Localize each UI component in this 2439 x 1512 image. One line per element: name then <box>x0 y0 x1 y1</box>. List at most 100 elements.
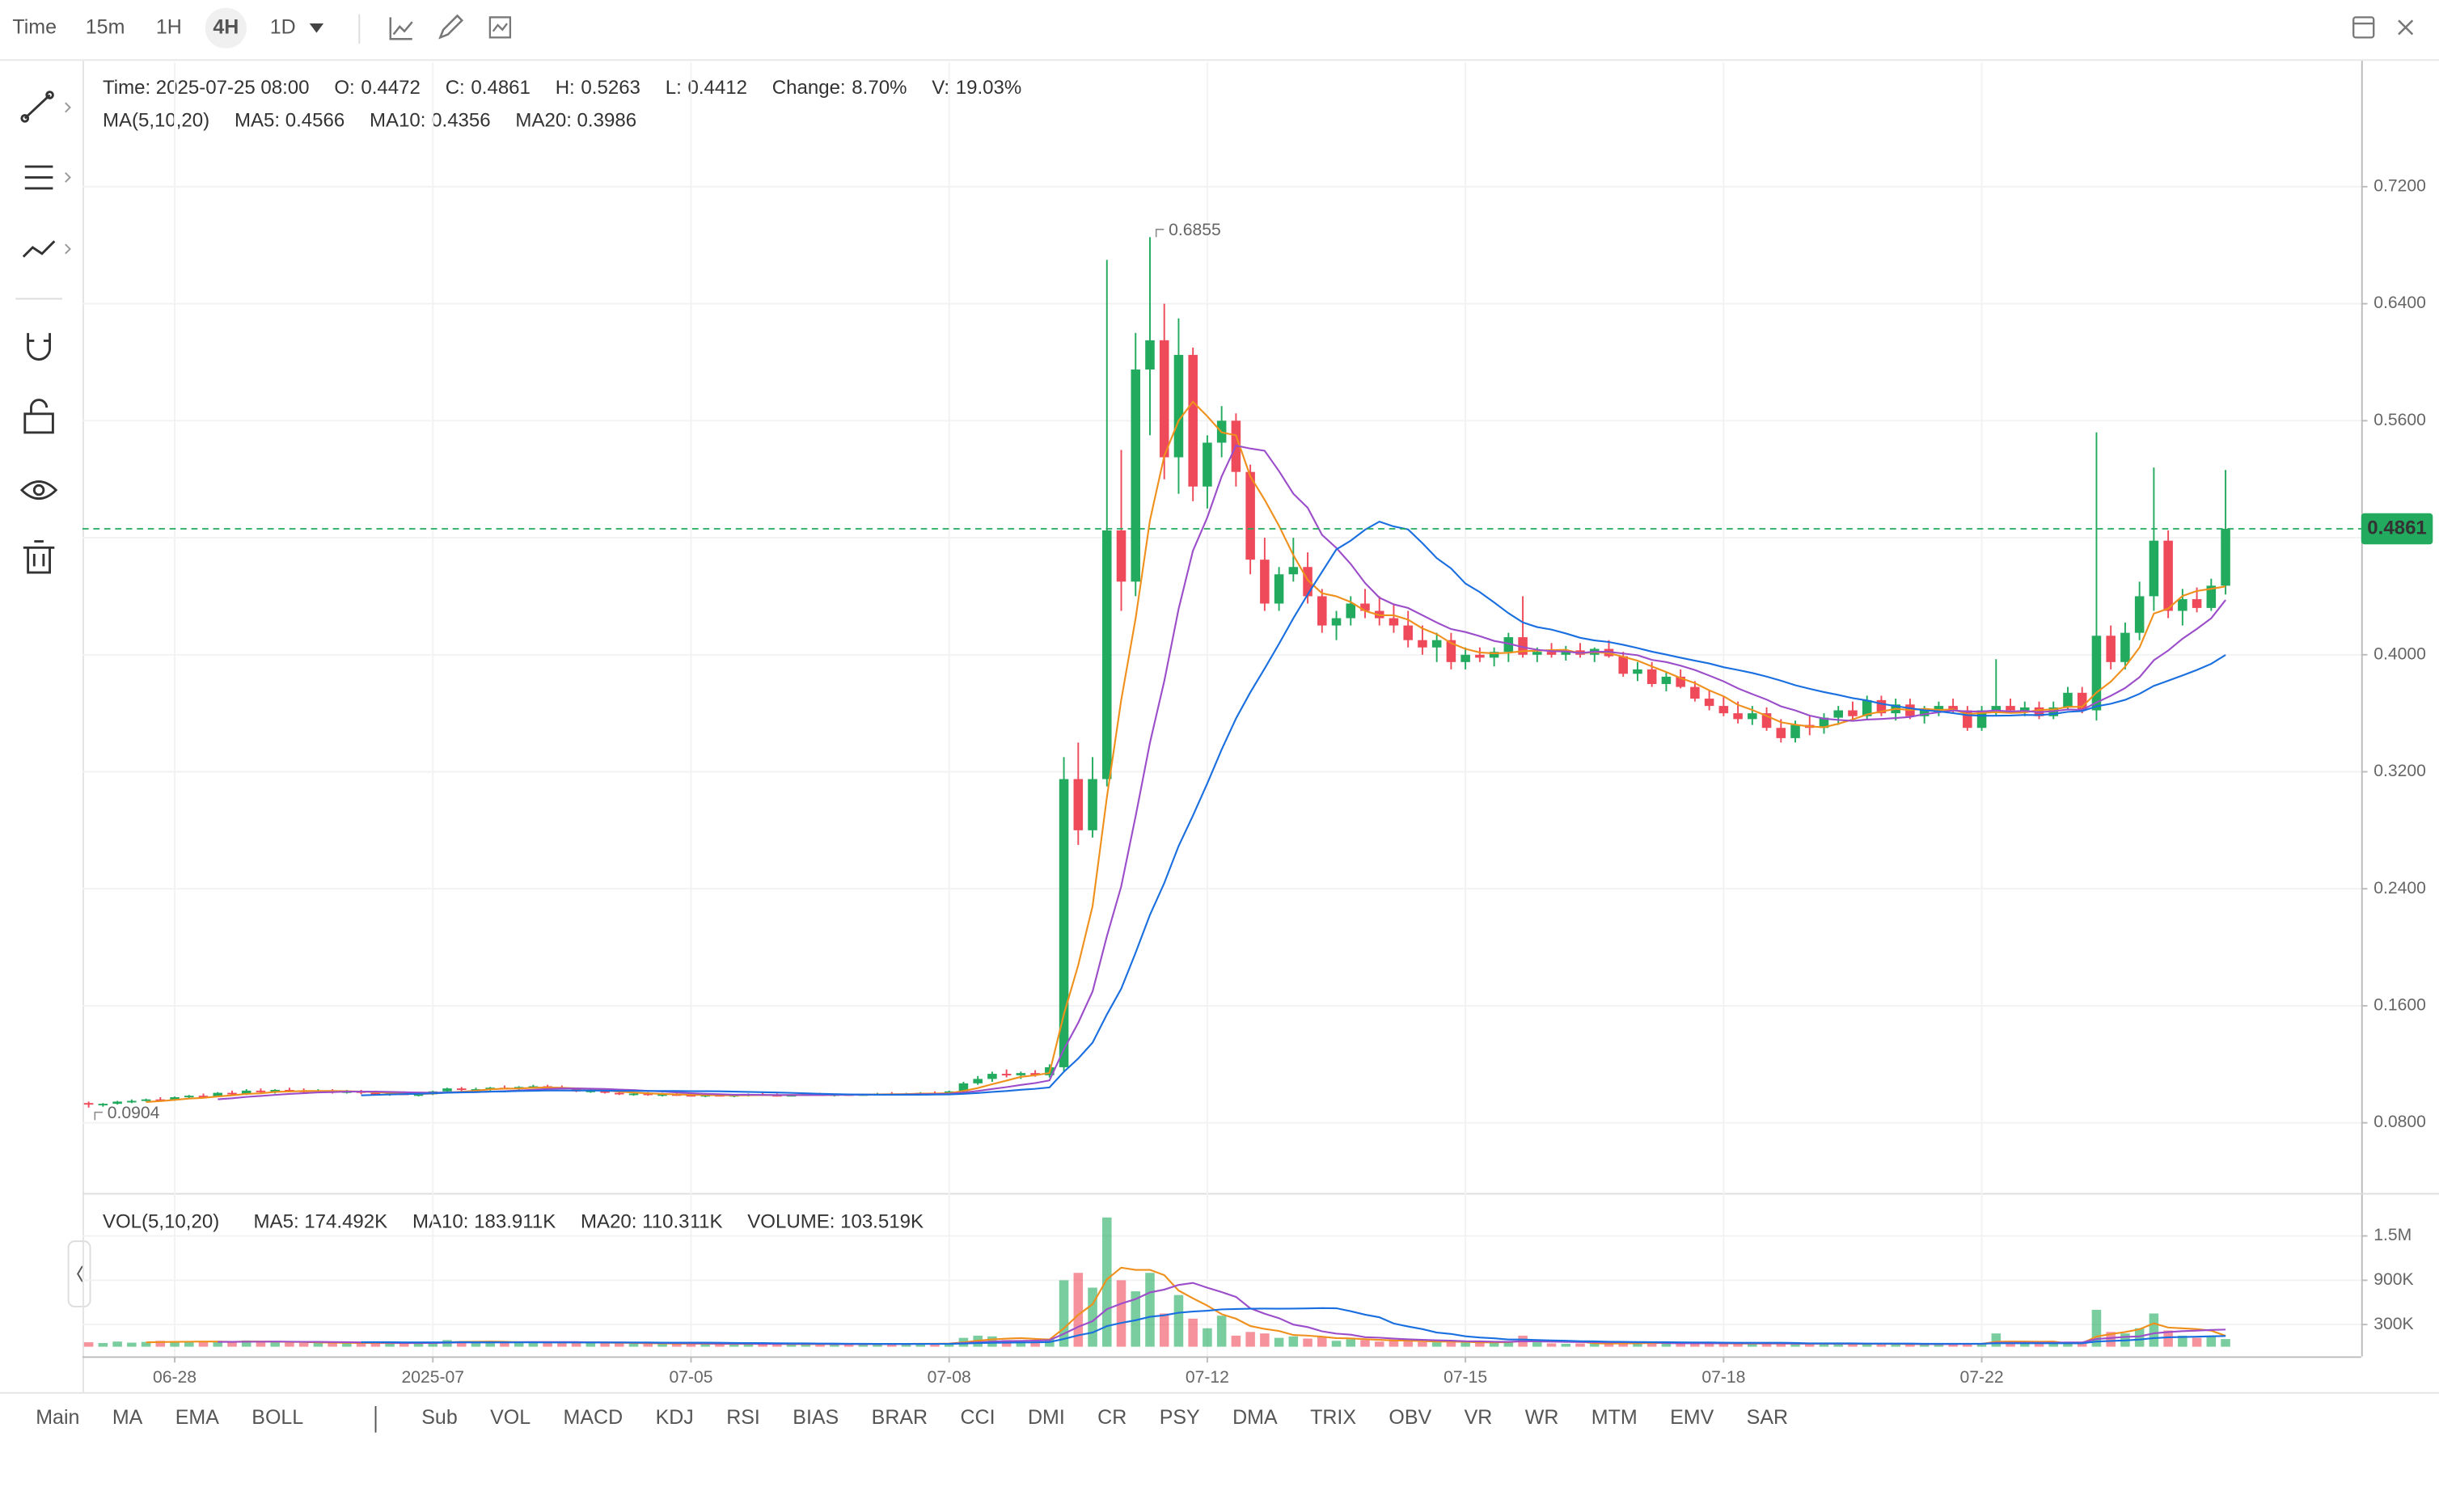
volume-bar <box>1905 1344 1915 1347</box>
vol-legend: MA20: 110.311K <box>581 1210 722 1232</box>
candle-body <box>2134 596 2145 633</box>
indicator-tab[interactable]: PSY <box>1160 1406 1200 1429</box>
candle-body <box>1173 354 1184 458</box>
indicator-tab[interactable]: BIAS <box>793 1406 839 1429</box>
indicator-tab[interactable]: DMA <box>1232 1406 1278 1429</box>
indicator-tab[interactable]: MACD <box>564 1406 623 1429</box>
candle-body <box>141 1099 151 1101</box>
volume-bar <box>1188 1318 1198 1347</box>
last-price-label: 0.4861 <box>2367 517 2427 538</box>
line-tool-dot <box>20 114 30 123</box>
volume-bar <box>1374 1341 1384 1347</box>
indicator-tab[interactable]: EMV <box>1670 1406 1714 1429</box>
indicator-icon[interactable] <box>389 17 413 40</box>
delete-tool[interactable] <box>23 540 55 574</box>
candle-body <box>958 1083 969 1092</box>
indicator-tab[interactable]: Sub <box>421 1406 457 1429</box>
candle-body <box>2006 706 2015 711</box>
indicator-tab[interactable]: Main <box>36 1406 79 1429</box>
indicator-tab[interactable]: WR <box>1525 1406 1559 1429</box>
indicator-tab[interactable]: CCI <box>961 1406 995 1429</box>
visibility-tool[interactable] <box>19 480 58 500</box>
indicator-tab[interactable]: EMA <box>175 1406 220 1429</box>
vol-legend: VOLUME: 103.519K <box>747 1210 924 1232</box>
magnet-tool[interactable] <box>27 332 51 361</box>
interval-button: 1D <box>270 15 296 38</box>
line-tool[interactable] <box>23 94 51 120</box>
candle-body <box>2020 707 2030 711</box>
indicator-tab[interactable]: RSI <box>726 1406 760 1429</box>
volume-bar <box>930 1343 940 1347</box>
x-tick-label: 07-08 <box>928 1368 971 1387</box>
candle-body <box>1633 669 1642 674</box>
volume-bar <box>241 1340 252 1347</box>
volume-bar <box>1819 1344 1829 1347</box>
indicator-tab[interactable]: KDJ <box>656 1406 694 1429</box>
volume-bar <box>1676 1343 1685 1347</box>
volume-bar <box>370 1343 381 1347</box>
ohlc-label: H: <box>556 77 575 99</box>
calendar-icon[interactable] <box>2352 16 2375 39</box>
volume-bar <box>1948 1344 1958 1347</box>
candle-body <box>1016 1073 1026 1075</box>
volume-bar <box>772 1344 782 1347</box>
candle-body <box>1976 710 1987 729</box>
candle-body <box>1001 1074 1012 1075</box>
volume-bar <box>141 1341 151 1347</box>
volume-bar <box>1059 1280 1069 1347</box>
volume-bar <box>1173 1294 1184 1347</box>
volume-bar <box>1274 1337 1284 1347</box>
volume-bar <box>843 1344 854 1347</box>
indicator-tab[interactable]: DMI <box>1028 1406 1065 1429</box>
volume-bar <box>1145 1273 1155 1347</box>
ohlc-value: 0.4412 <box>687 77 747 99</box>
volume-bar <box>1646 1342 1657 1347</box>
submenu-arrow <box>65 102 71 255</box>
lock-tool[interactable] <box>23 399 54 434</box>
indicator-tab[interactable]: CR <box>1097 1406 1127 1429</box>
volume-bar <box>112 1341 122 1347</box>
wave-tool[interactable] <box>22 240 56 258</box>
volume-bar <box>686 1343 696 1347</box>
compare-icon[interactable] <box>488 16 512 39</box>
volume-bar <box>2221 1339 2230 1347</box>
volume-bar <box>1733 1343 1743 1347</box>
volume-bar <box>356 1343 366 1347</box>
more-intervals[interactable] <box>309 23 324 33</box>
volume-bar <box>815 1344 825 1347</box>
candle-body <box>1532 652 1542 655</box>
indicator-tab[interactable]: BRAR <box>872 1406 928 1429</box>
volume-bar <box>657 1343 667 1347</box>
candle-body <box>1963 710 1972 729</box>
volume-bar <box>184 1341 194 1347</box>
volume-bar <box>2048 1343 2059 1347</box>
indicator-tab[interactable]: MTM <box>1591 1406 1638 1429</box>
volume-bar <box>1245 1332 1255 1347</box>
indicator-tab[interactable]: VOL <box>490 1406 530 1429</box>
close-icon[interactable] <box>2398 19 2414 36</box>
volume-bar <box>1661 1343 1672 1347</box>
volume-bar <box>298 1343 309 1347</box>
candle-body <box>112 1101 122 1104</box>
indicator-tab[interactable]: OBV <box>1389 1406 1431 1429</box>
indicator-tab[interactable]: VR <box>1465 1406 1493 1429</box>
indicator-tab[interactable]: SAR <box>1747 1406 1788 1429</box>
candle-body <box>1748 713 1757 720</box>
time-button[interactable]: Time <box>12 15 57 38</box>
candle-body <box>1418 640 1427 648</box>
volume-bar <box>256 1341 266 1347</box>
indicator-tab[interactable]: MA <box>112 1406 143 1429</box>
candle-body <box>1518 637 1528 655</box>
collapse-button[interactable] <box>67 1240 91 1307</box>
indicator-tab[interactable]: TRIX <box>1310 1406 1356 1429</box>
candle-body <box>227 1092 237 1095</box>
volume-bar <box>1403 1341 1413 1347</box>
volume-bar <box>2206 1335 2217 1347</box>
draw-icon[interactable] <box>438 14 464 40</box>
candle-body <box>213 1092 223 1097</box>
interval-button: 1H <box>156 15 182 38</box>
indicator-tab[interactable]: BOLL <box>252 1406 303 1429</box>
fib-tool[interactable] <box>24 165 53 190</box>
volume-bar <box>1159 1313 1169 1347</box>
volume-bar <box>1776 1343 1786 1347</box>
